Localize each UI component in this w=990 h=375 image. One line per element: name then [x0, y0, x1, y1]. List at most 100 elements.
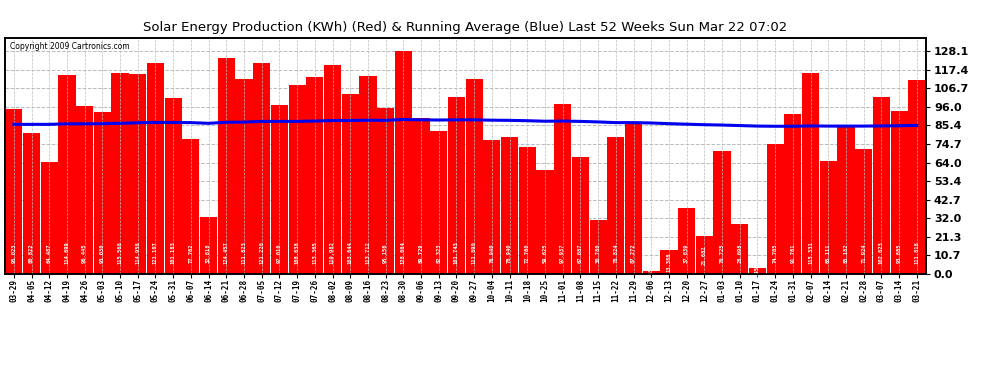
Text: 101.743: 101.743	[454, 242, 459, 264]
Text: 102.023: 102.023	[879, 242, 884, 264]
Bar	[288, 85, 306, 274]
Text: 3.450: 3.450	[755, 262, 760, 279]
Bar	[76, 106, 93, 274]
Bar	[342, 94, 358, 274]
Text: 76.940: 76.940	[489, 243, 494, 262]
Bar	[501, 136, 518, 274]
Text: 97.016: 97.016	[277, 243, 282, 262]
Bar	[359, 76, 376, 274]
Bar	[696, 236, 713, 274]
Bar	[607, 137, 625, 274]
Bar	[766, 144, 784, 274]
Title: Solar Energy Production (KWh) (Red) & Running Average (Blue) Last 52 Weeks Sun M: Solar Energy Production (KWh) (Red) & Ru…	[144, 21, 787, 33]
Bar	[732, 224, 748, 274]
Bar	[236, 80, 252, 274]
Bar	[483, 140, 501, 274]
Text: 115.331: 115.331	[808, 242, 813, 264]
Bar	[802, 74, 819, 274]
Bar	[784, 114, 802, 274]
Bar	[395, 51, 412, 274]
Text: 1.650: 1.650	[648, 264, 653, 280]
Bar	[23, 134, 41, 274]
Bar	[271, 105, 288, 274]
Text: 121.220: 121.220	[259, 242, 264, 264]
Text: 93.885: 93.885	[897, 243, 902, 262]
Bar	[200, 217, 217, 274]
Text: 103.644: 103.644	[347, 242, 352, 264]
Text: 67.087: 67.087	[578, 243, 583, 262]
Text: 95.023: 95.023	[11, 243, 16, 262]
Text: 70.725: 70.725	[720, 243, 725, 262]
Bar	[714, 151, 731, 274]
Bar	[413, 118, 430, 274]
Text: 78.940: 78.940	[507, 243, 512, 262]
Text: 93.030: 93.030	[100, 243, 105, 262]
Text: 91.761: 91.761	[790, 243, 795, 262]
Text: 77.762: 77.762	[188, 243, 193, 262]
Bar	[58, 75, 75, 274]
Text: 113.365: 113.365	[312, 242, 318, 264]
Text: 74.705: 74.705	[772, 243, 778, 262]
Bar	[890, 111, 908, 274]
Bar	[838, 126, 854, 274]
Text: 78.824: 78.824	[613, 243, 619, 262]
Text: 111.818: 111.818	[915, 242, 920, 264]
Bar	[519, 147, 536, 274]
Text: 82.323: 82.323	[437, 243, 442, 262]
Text: 65.111: 65.111	[826, 243, 831, 262]
Text: 124.457: 124.457	[224, 242, 229, 264]
Bar	[112, 73, 129, 274]
Bar	[855, 149, 872, 274]
Text: 113.712: 113.712	[365, 242, 370, 264]
Text: 71.924: 71.924	[861, 243, 866, 262]
Text: 32.818: 32.818	[206, 243, 211, 262]
Bar	[129, 74, 147, 274]
Bar	[447, 97, 465, 274]
Text: 95.156: 95.156	[383, 243, 388, 262]
Text: 115.568: 115.568	[118, 242, 123, 264]
Text: 37.639: 37.639	[684, 243, 689, 262]
Bar	[147, 63, 164, 274]
Bar	[164, 98, 182, 274]
Text: 30.780: 30.780	[596, 243, 601, 262]
Text: 96.445: 96.445	[82, 243, 87, 262]
Bar	[430, 131, 447, 274]
Bar	[377, 108, 394, 274]
Text: 87.272: 87.272	[631, 243, 636, 262]
Text: 97.937: 97.937	[560, 243, 565, 262]
Bar	[306, 77, 324, 274]
Text: 21.682: 21.682	[702, 245, 707, 265]
Bar	[94, 112, 111, 274]
Text: 89.729: 89.729	[419, 243, 424, 262]
Text: 114.958: 114.958	[136, 242, 141, 264]
Bar	[678, 209, 695, 274]
Bar	[748, 268, 766, 274]
Text: 28.698: 28.698	[738, 243, 742, 262]
Bar	[5, 109, 23, 274]
Text: 85.182: 85.182	[843, 243, 848, 262]
Bar	[537, 170, 553, 274]
Bar	[660, 251, 677, 274]
Bar	[625, 122, 643, 274]
Text: Copyright 2009 Cartronics.com: Copyright 2009 Cartronics.com	[10, 42, 129, 51]
Text: 111.890: 111.890	[471, 242, 476, 264]
Text: 128.064: 128.064	[401, 242, 406, 264]
Bar	[554, 104, 571, 274]
Text: 111.823: 111.823	[242, 242, 247, 264]
Bar	[465, 80, 483, 274]
Text: 114.699: 114.699	[64, 242, 69, 264]
Bar	[820, 160, 837, 274]
Bar	[908, 80, 926, 274]
Text: 72.760: 72.760	[525, 243, 530, 262]
Bar	[218, 57, 235, 274]
Bar	[253, 63, 270, 274]
Text: 80.822: 80.822	[29, 243, 34, 262]
Bar	[572, 157, 589, 274]
Text: 13.388: 13.388	[666, 252, 671, 272]
Bar	[41, 162, 57, 274]
Bar	[643, 271, 659, 274]
Text: 121.107: 121.107	[152, 242, 158, 264]
Bar	[182, 139, 199, 274]
Text: 101.183: 101.183	[170, 242, 175, 264]
Text: 108.638: 108.638	[295, 242, 300, 264]
